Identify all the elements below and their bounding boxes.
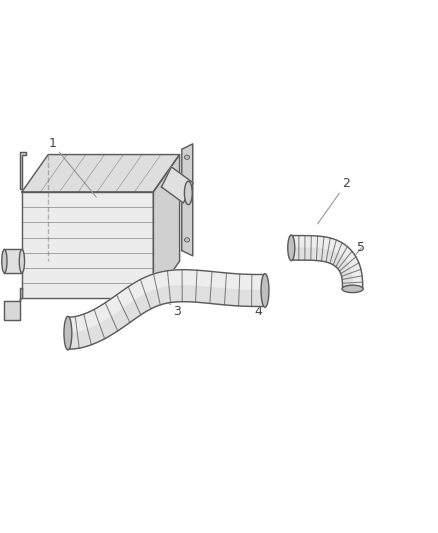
Polygon shape [291, 248, 353, 289]
Ellipse shape [184, 155, 190, 159]
Polygon shape [68, 270, 265, 333]
Polygon shape [291, 236, 363, 289]
Ellipse shape [64, 316, 72, 350]
Polygon shape [4, 288, 22, 320]
Polygon shape [291, 236, 363, 289]
Ellipse shape [19, 249, 25, 273]
Text: 5: 5 [355, 241, 365, 256]
Ellipse shape [261, 274, 269, 307]
Text: 1: 1 [49, 138, 96, 197]
Polygon shape [68, 286, 265, 349]
Polygon shape [162, 167, 193, 203]
Text: 4: 4 [243, 296, 262, 318]
Polygon shape [22, 192, 153, 298]
Polygon shape [68, 270, 265, 349]
Polygon shape [182, 144, 193, 256]
Polygon shape [4, 249, 22, 273]
Polygon shape [20, 152, 26, 189]
Text: 3: 3 [162, 296, 181, 318]
Polygon shape [22, 155, 180, 192]
Ellipse shape [184, 181, 192, 205]
Ellipse shape [2, 249, 7, 273]
Ellipse shape [342, 285, 363, 293]
Polygon shape [153, 155, 180, 298]
Ellipse shape [184, 238, 190, 242]
Ellipse shape [288, 235, 295, 261]
Text: 2: 2 [318, 177, 350, 224]
